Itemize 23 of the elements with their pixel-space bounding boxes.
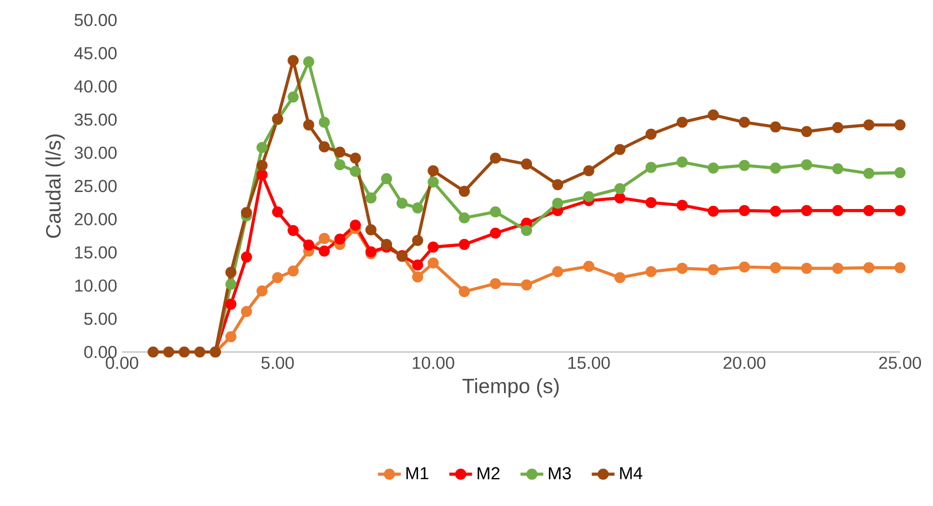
y-tick-label: 35.00 — [74, 113, 117, 126]
y-tick-label: 0.00 — [84, 346, 117, 358]
x-tick-label: 10.00 — [412, 356, 454, 369]
y-tick-label: 15.00 — [75, 246, 117, 259]
y-tick-label: 40.00 — [74, 80, 117, 93]
legend-label: M4 — [620, 467, 642, 480]
y-tick-label: 20.00 — [74, 213, 117, 226]
x-tick-label: 20.00 — [724, 356, 766, 369]
y-tick-label: 25.00 — [74, 180, 117, 192]
legend-label: M1 — [406, 467, 428, 480]
legend-label: M2 — [478, 467, 500, 480]
y-tick-label: 30.00 — [74, 146, 117, 159]
y-axis-title: Caudal (l/s) — [46, 134, 65, 238]
x-tick-label: 15.00 — [568, 356, 610, 369]
y-tick-label: 5.00 — [84, 312, 117, 325]
x-tick-label: 5.00 — [261, 356, 294, 369]
x-tick-label: 0.00 — [106, 356, 138, 369]
y-tick-label: 10.00 — [75, 279, 117, 292]
y-tick-label: 45.00 — [74, 47, 117, 60]
x-tick-label: 25.00 — [879, 356, 922, 369]
legend-label: M3 — [548, 467, 571, 480]
x-axis-title: Tiempo (s) — [462, 378, 559, 398]
y-tick-label: 50.00 — [74, 14, 117, 26]
